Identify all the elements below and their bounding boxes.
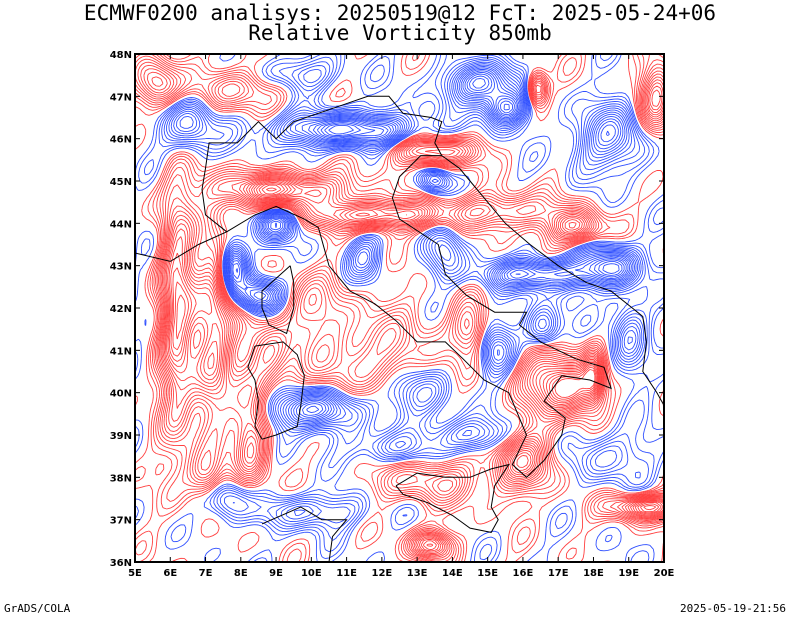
positive-vorticity-contour xyxy=(135,54,664,562)
coastline-segment xyxy=(441,155,664,406)
lat-tick-label: 43N xyxy=(110,262,132,273)
lon-tick-label: 15E xyxy=(477,568,498,579)
negative-vorticity-contour xyxy=(170,61,641,520)
coastline-segment xyxy=(201,95,443,233)
positive-vorticity-contour xyxy=(165,85,664,552)
vorticity-field xyxy=(135,54,664,562)
lon-tick-label: 17E xyxy=(548,568,569,579)
lon-tick-label: 12E xyxy=(371,568,392,579)
negative-vorticity-contour xyxy=(231,68,631,420)
lat-tick-label: 48N xyxy=(110,50,132,61)
lat-tick-label: 36N xyxy=(110,558,132,569)
coastline xyxy=(135,95,664,562)
positive-vorticity-contour xyxy=(137,61,664,559)
negative-vorticity-contour xyxy=(143,54,664,561)
lon-tick-label: 5E xyxy=(128,568,142,579)
lat-tick-label: 46N xyxy=(110,135,132,146)
lat-tick-label: 37N xyxy=(110,516,132,527)
coastline-segment xyxy=(395,463,510,533)
lon-tick-label: 9E xyxy=(269,568,283,579)
positive-vorticity-contour xyxy=(151,76,664,554)
lon-tick-label: 20E xyxy=(654,568,675,579)
coastline-segment xyxy=(247,341,305,440)
negative-vorticity-contour xyxy=(161,54,649,541)
negative-vorticity-contour xyxy=(166,58,645,525)
negative-vorticity-contour xyxy=(179,66,634,423)
positive-vorticity-contour xyxy=(166,89,664,550)
positive-vorticity-contour xyxy=(135,55,664,562)
positive-vorticity-contour xyxy=(143,68,664,557)
coastline-segment xyxy=(261,265,295,335)
lon-tick-label: 16E xyxy=(513,568,534,579)
negative-vorticity-contour xyxy=(306,73,625,414)
lat-tick-label: 44N xyxy=(110,219,132,230)
negative-vorticity-contour xyxy=(168,60,643,523)
coastline-segment xyxy=(261,506,348,562)
lat-tick-label: 47N xyxy=(110,92,132,103)
negative-vorticity-contour xyxy=(232,70,629,418)
lon-tick-label: 10E xyxy=(301,568,322,579)
negative-vorticity-contour xyxy=(176,64,637,424)
positive-vorticity-contour xyxy=(135,58,664,561)
lat-tick-label: 45N xyxy=(110,177,132,188)
positive-vorticity-contour xyxy=(167,180,662,547)
coastline-segment xyxy=(135,231,227,262)
footer-software: GrADS/COLA xyxy=(4,602,71,615)
lon-tick-label: 7E xyxy=(199,568,213,579)
lon-tick-label: 19E xyxy=(618,568,639,579)
lat-tick-label: 38N xyxy=(110,473,132,484)
negative-vorticity-contour xyxy=(235,72,627,416)
negative-vorticity-contour xyxy=(328,78,620,274)
negative-vorticity-contour xyxy=(135,54,664,562)
longitude-axis: 5E 6E 7E 8E 9E 10E 11E 12E 13E 14E 15E 16E 17E 18E 19E… xyxy=(128,54,675,579)
map-title: ECMWF0200 analisys: 20250519@12 FcT: 202… xyxy=(83,1,717,25)
positive-vorticity-contour xyxy=(135,54,664,562)
latitude-axis: 36N 37N 38N 39N 40N 41N 42N 43N 44N 45N 46N 47N 48N xyxy=(110,50,664,569)
coastline-segment xyxy=(226,155,612,478)
positive-vorticity-contour xyxy=(168,181,660,513)
negative-vorticity-contour xyxy=(324,75,623,276)
map-subtitle: Relative Vorticity 850mb xyxy=(248,21,552,45)
lat-tick-label: 42N xyxy=(110,304,132,315)
lon-tick-label: 18E xyxy=(583,568,604,579)
positive-vorticity-contour xyxy=(163,82,664,553)
lat-tick-label: 40N xyxy=(110,389,132,400)
lon-tick-label: 8E xyxy=(234,568,248,579)
negative-vorticity-contour xyxy=(173,63,639,517)
lon-tick-label: 14E xyxy=(442,568,463,579)
positive-vorticity-contour xyxy=(175,187,596,398)
positive-vorticity-contour xyxy=(170,183,657,511)
negative-vorticity-contour xyxy=(163,56,646,530)
negative-vorticity-contour xyxy=(230,67,632,421)
lon-tick-label: 11E xyxy=(336,568,357,579)
lon-tick-label: 6E xyxy=(163,568,177,579)
lat-tick-label: 39N xyxy=(110,431,132,442)
footer-timestamp: 2025-05-19-21:56 xyxy=(680,602,786,615)
lon-tick-label: 13E xyxy=(407,568,428,579)
lat-tick-label: 41N xyxy=(110,346,132,357)
